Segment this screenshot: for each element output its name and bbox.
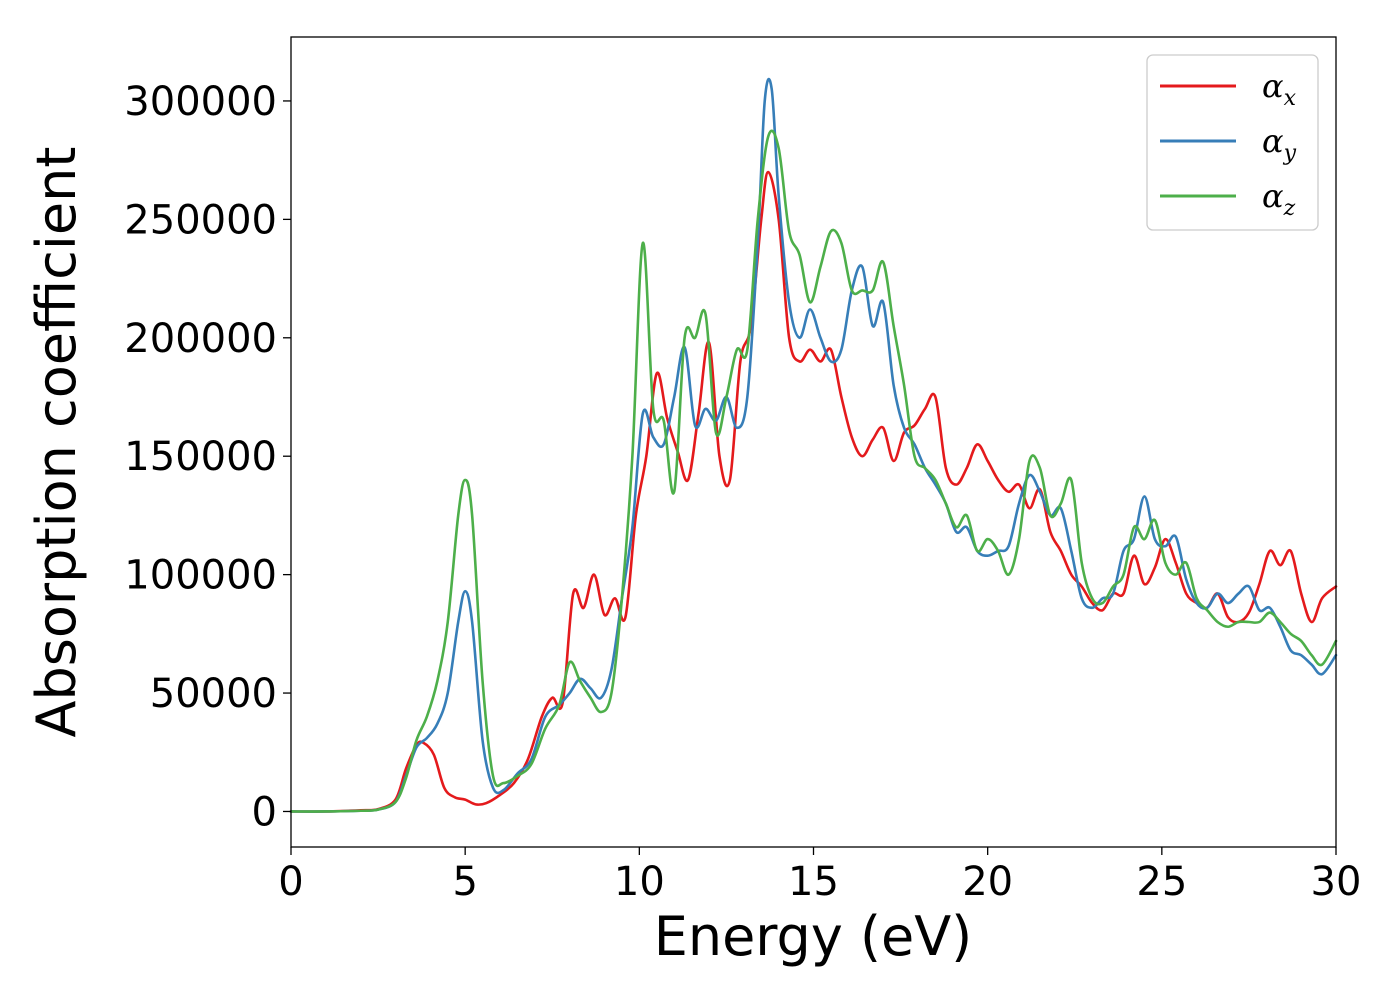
legend-label: αy <box>1262 122 1297 166</box>
series-layer <box>289 77 1338 813</box>
y-tick-label: 300000 <box>124 79 277 125</box>
x-axis-ticks: 0 5 10 15 20 25 30 <box>278 847 1361 905</box>
legend-entry-x: αx <box>1160 67 1297 111</box>
x-axis-label: Energy (eV) <box>654 905 973 968</box>
x-tick-label: 30 <box>1311 859 1362 905</box>
y-tick-label: 200000 <box>124 316 277 362</box>
y-tick-label: 150000 <box>124 434 277 480</box>
legend-label: αz <box>1262 177 1296 221</box>
y-tick-label: 0 <box>252 789 277 835</box>
x-tick-label: 5 <box>452 859 477 905</box>
y-tick-label: 250000 <box>124 197 277 243</box>
series-line-z <box>289 129 1338 813</box>
y-axis-ticks: 0 50000 100000 150000 200000 250000 300000 <box>124 79 291 835</box>
y-axis-label: Absorption coefficient <box>25 147 88 738</box>
x-tick-label: 15 <box>788 859 839 905</box>
legend-label: αx <box>1262 67 1297 111</box>
legend-entry-z: αz <box>1160 177 1296 221</box>
y-tick-label: 50000 <box>150 671 277 717</box>
x-tick-label: 10 <box>614 859 665 905</box>
series-line-x <box>289 170 1338 813</box>
x-tick-label: 25 <box>1136 859 1187 905</box>
x-tick-label: 20 <box>962 859 1013 905</box>
legend-entry-y: αy <box>1160 122 1297 166</box>
y-tick-label: 100000 <box>124 553 277 599</box>
legend: αx αy αz <box>1146 54 1319 231</box>
x-tick-label: 0 <box>278 859 303 905</box>
